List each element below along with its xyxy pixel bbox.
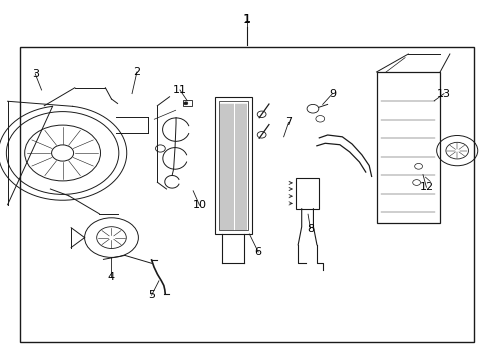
- Circle shape: [183, 102, 187, 105]
- Text: 12: 12: [419, 182, 432, 192]
- Text: 3: 3: [32, 69, 39, 79]
- Text: 6: 6: [254, 247, 261, 257]
- Bar: [219, 101, 247, 230]
- Text: 9: 9: [328, 89, 335, 99]
- Bar: [183, 100, 192, 106]
- Text: 1: 1: [243, 14, 250, 24]
- Bar: [376, 72, 439, 223]
- Text: 8: 8: [306, 224, 313, 234]
- Text: 7: 7: [285, 117, 291, 127]
- Bar: [215, 97, 251, 234]
- Bar: [295, 178, 319, 209]
- Bar: [20, 47, 473, 342]
- Text: 4: 4: [108, 272, 115, 282]
- Text: 11: 11: [173, 85, 186, 95]
- Text: 1: 1: [243, 13, 250, 26]
- Text: 2: 2: [133, 67, 140, 77]
- Text: 13: 13: [436, 89, 450, 99]
- Text: 5: 5: [148, 290, 155, 300]
- Text: 10: 10: [192, 200, 206, 210]
